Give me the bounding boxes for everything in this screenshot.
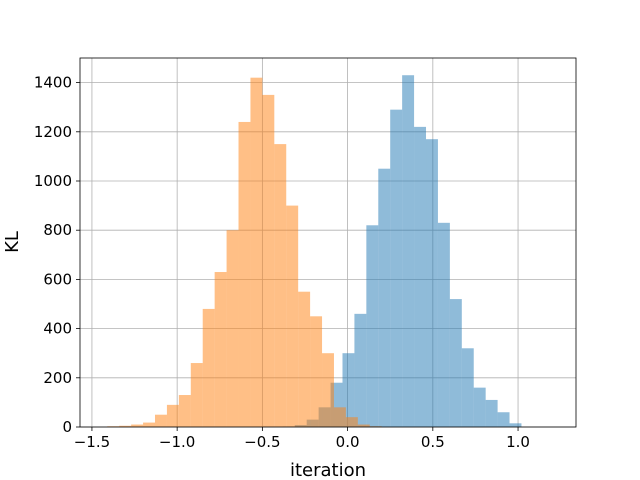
y-tick-label: 600	[43, 270, 72, 288]
x-axis-label: iteration	[290, 460, 366, 480]
x-tick-label: −1.5	[74, 433, 110, 451]
histogram-bar	[190, 363, 203, 427]
histogram-bar	[322, 353, 334, 427]
histogram-bar	[509, 423, 522, 427]
histogram-bar	[333, 407, 346, 427]
histogram-bar	[202, 308, 215, 427]
y-tick-label: 400	[43, 320, 72, 338]
histogram-bar	[330, 382, 343, 427]
histogram-bar	[402, 75, 415, 427]
x-tick-label: 0.0	[336, 433, 360, 451]
histogram-bar	[166, 404, 179, 427]
series-1-bars	[107, 77, 382, 428]
histogram-bar	[310, 316, 323, 427]
ticks: −1.5 −1.0 −0.5 0.0 0.5 1.0 0 200 400 600 800 1000 12…	[34, 74, 530, 451]
histogram-bar	[298, 291, 311, 427]
histogram-bar	[214, 272, 227, 427]
histogram-bar	[473, 387, 486, 427]
histogram-bar	[131, 424, 144, 427]
histogram-bar	[357, 424, 370, 427]
histogram-bar	[342, 353, 355, 427]
histogram-bar	[390, 109, 403, 427]
histogram-bar	[497, 412, 510, 427]
histogram-bar	[437, 222, 450, 427]
histogram-bar	[286, 205, 299, 427]
histogram-bar	[250, 77, 263, 428]
y-axis-label: KL	[2, 231, 23, 253]
histogram-bar	[378, 168, 391, 427]
histogram-bar	[414, 126, 427, 427]
histogram-bar	[461, 348, 474, 427]
histogram-bar	[345, 417, 358, 427]
histogram-bar	[449, 299, 462, 427]
series-0-bars	[282, 75, 522, 427]
histogram-bar	[143, 422, 155, 427]
x-tick-label: 0.5	[421, 433, 445, 451]
y-tick-label: 1400	[34, 74, 72, 92]
y-tick-label: 0	[62, 418, 72, 436]
histogram-bar	[154, 414, 167, 427]
y-tick-label: 1200	[34, 123, 72, 141]
histogram-bar	[366, 225, 379, 427]
histogram-bar	[262, 94, 275, 428]
y-tick-label: 200	[43, 369, 72, 387]
histogram-bar	[178, 395, 191, 427]
y-tick-label: 800	[43, 221, 72, 239]
y-tick-label: 1000	[34, 172, 72, 190]
x-tick-label: −1.0	[159, 433, 195, 451]
histogram-bar	[485, 399, 498, 427]
x-tick-label: 1.0	[506, 433, 530, 451]
histogram-bar	[226, 230, 239, 427]
histogram-bar	[274, 144, 287, 427]
histogram-bar	[354, 313, 367, 427]
histogram-bars	[107, 75, 522, 428]
histogram-bar	[426, 139, 438, 427]
x-tick-label: −0.5	[244, 433, 280, 451]
plot-frame	[79, 57, 577, 428]
histogram-bar	[238, 121, 251, 428]
histogram-bar	[119, 425, 132, 427]
